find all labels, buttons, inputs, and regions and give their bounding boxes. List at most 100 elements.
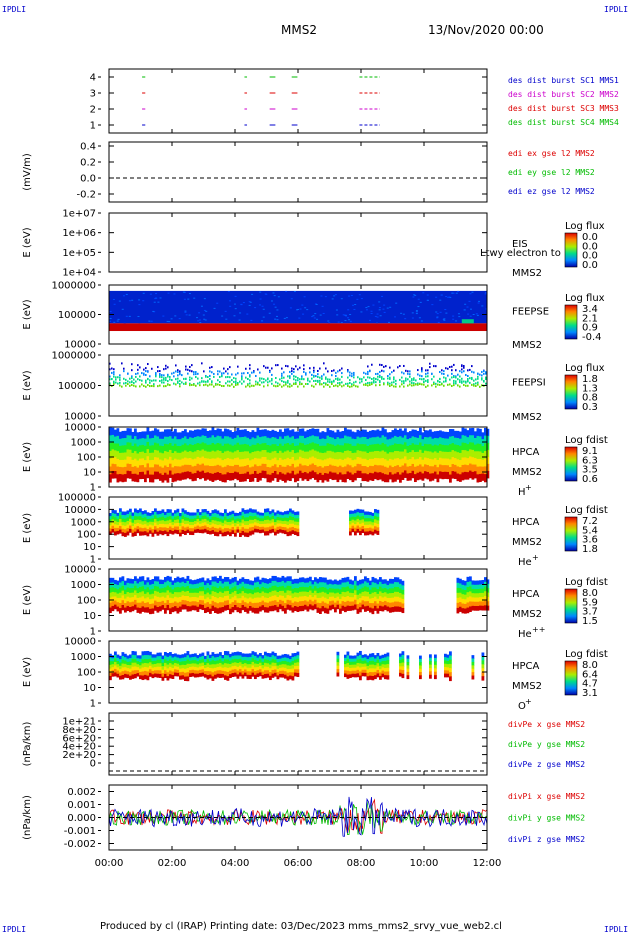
- hpca-o-pixel: [406, 675, 410, 680]
- hpca-he-pixel: [296, 532, 300, 537]
- feepsi-pixel: [369, 370, 371, 373]
- hpca-h-pixel: [444, 458, 447, 466]
- hpca-h-pixel: [426, 444, 430, 452]
- hpca-he2-pixel: [151, 593, 155, 600]
- hpca-o-pixel: [184, 661, 187, 666]
- hpca-he2-pixel: [251, 594, 255, 600]
- hpca-h-pixel: [169, 463, 172, 472]
- hpca-he2-pixel: [374, 596, 377, 602]
- hpca-o-pixel: [271, 655, 275, 660]
- feepse-pixel: [128, 300, 131, 302]
- hpca-he2-pixel: [161, 579, 165, 585]
- hpca-he2-pixel: [274, 595, 277, 601]
- hpca-he-pixel: [269, 514, 272, 518]
- feepsi-pixel: [111, 371, 113, 374]
- hpca-o-pixel: [279, 673, 282, 678]
- hpca-he-pixel: [241, 527, 245, 532]
- hpca-o-pixel: [136, 658, 140, 662]
- hpca-he-pixel: [371, 525, 375, 530]
- hpca-h-pixel: [449, 459, 452, 468]
- hpca-h-pixel: [251, 437, 255, 446]
- hpca-he2-pixel: [166, 585, 170, 591]
- hpca-he2-pixel: [284, 602, 287, 609]
- hpca-o-pixel: [156, 656, 160, 661]
- hpca-he2-pixel: [276, 606, 280, 613]
- hpca-h-ytick-label: 10000: [64, 423, 96, 434]
- feepsi-pixel: [339, 378, 341, 381]
- hpca-o-pixel: [204, 664, 207, 669]
- feepsi-pixel: [289, 385, 291, 388]
- feepse-pixel: [198, 319, 201, 321]
- hpca-he-pixel: [236, 526, 240, 530]
- hpca-o-pixel: [261, 661, 265, 666]
- feepse-pixel: [188, 314, 191, 316]
- hpca-h-colorbar-tick: 6.3: [582, 455, 598, 466]
- feepse-pixel: [447, 296, 450, 298]
- hpca-he-pixel: [284, 527, 287, 531]
- hpca-o-pixel: [366, 672, 370, 677]
- hpca-he-pixel: [374, 519, 377, 524]
- feepsi-pixel: [213, 372, 215, 375]
- feepsi-pixel: [463, 383, 465, 386]
- feepsi-pixel: [223, 367, 225, 370]
- hpca-h-pixel: [231, 445, 235, 453]
- hpca-he-pixel: [194, 526, 197, 531]
- feepsi-pixel: [313, 369, 315, 372]
- hpca-he2-pixel: [189, 606, 192, 612]
- hpca-h-pixel: [421, 473, 425, 481]
- hpca-he2-pixel: [479, 588, 482, 594]
- hpca-o-pixel: [351, 655, 355, 660]
- hpca-h-pixel: [464, 442, 467, 451]
- hpca-he2-pixel: [466, 602, 470, 609]
- hpca-he2-pixel: [364, 601, 367, 607]
- hpca-o-pixel: [434, 654, 437, 659]
- x-axis: 00:00 02:00 04:00 06:00 08:00 10:00 12:00: [95, 858, 502, 869]
- hpca-he-pixel: [366, 521, 370, 526]
- hpca-h-pixel: [319, 459, 322, 467]
- hpca-o-pixel: [254, 667, 257, 672]
- hpca-h-colorbar-tick: 3.5: [582, 465, 598, 476]
- hpca-o-pixel: [481, 660, 485, 665]
- hpca-he2-pixel: [301, 605, 305, 612]
- hpca-he2-pixel: [281, 575, 285, 582]
- hpca-he2-pixel: [156, 591, 160, 598]
- hpca-h-pixel: [299, 449, 302, 458]
- hpca-h-pixel: [399, 428, 402, 437]
- hpca-o-pixel: [184, 657, 187, 662]
- hpca-he2-pixel: [319, 592, 322, 599]
- hpca-h-pixel: [154, 464, 157, 473]
- hpca-he2-pixel: [116, 584, 120, 590]
- feepse-pixel: [213, 307, 216, 309]
- hpca-he2-pixel: [279, 590, 282, 596]
- hpca-he2-pixel: [149, 604, 152, 610]
- feepsi-pixel: [453, 376, 455, 379]
- feepsi-pixel: [111, 378, 113, 381]
- hpca-he-pixel: [231, 527, 235, 531]
- hpca-h-pixel: [344, 443, 347, 452]
- feepse-pixel: [312, 315, 315, 317]
- feepsi-pixel: [423, 377, 425, 380]
- divpi-ytick-label: -0.001: [64, 826, 96, 837]
- hpca-o-pixel: [449, 655, 452, 661]
- hpca-h-pixel: [164, 429, 167, 438]
- hpca-o-pixel: [401, 670, 405, 675]
- hpca-o-pixel: [281, 660, 285, 665]
- hpca-o-pixel: [171, 664, 175, 669]
- hpca-he-pixel: [146, 532, 150, 537]
- hpca-he-pixel: [129, 515, 132, 520]
- hpca-o-pixel: [151, 667, 155, 672]
- hpca-o-pixel: [266, 673, 270, 678]
- hpca-he2-pixel: [294, 583, 297, 589]
- feepse-pixel: [386, 307, 389, 309]
- feepsi-pixel: [427, 381, 429, 384]
- hpca-o-pixel: [124, 667, 127, 672]
- hpca-he-pixel: [264, 512, 267, 517]
- feepse-pixel: [234, 295, 237, 297]
- hpca-o-pixel: [236, 659, 240, 664]
- hpca-h-pixel: [329, 450, 332, 459]
- feepsi-pixel: [203, 370, 205, 373]
- hpca-he2-pixel: [156, 607, 160, 613]
- hpca-he-pixel: [349, 510, 352, 515]
- hpca-o-pixel: [149, 651, 152, 656]
- feepse-pixel: [387, 321, 390, 323]
